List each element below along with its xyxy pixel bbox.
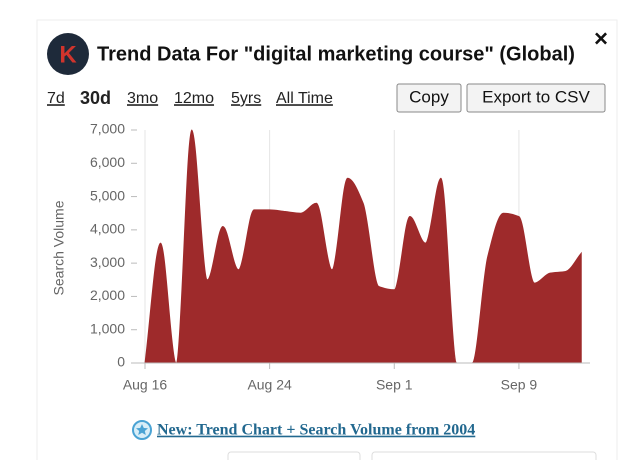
y-tick-label: 0 bbox=[117, 354, 125, 370]
tab[interactable]: 7d bbox=[47, 90, 65, 107]
copy-label[interactable]: Copy bbox=[409, 87, 449, 106]
y-tick-label: 2,000 bbox=[90, 287, 125, 303]
logo bbox=[47, 33, 89, 75]
tab[interactable]: 3mo bbox=[127, 90, 158, 107]
area bbox=[144, 129, 582, 364]
export-button[interactable] bbox=[466, 83, 606, 113]
bottom-box bbox=[227, 451, 361, 465]
x-tick-label: Sep 9 bbox=[501, 377, 538, 393]
x-tick-label: Sep 1 bbox=[376, 377, 413, 393]
tab[interactable]: 12mo bbox=[174, 90, 214, 107]
title: Trend Data For "digital marketing course… bbox=[97, 43, 575, 65]
star bbox=[136, 424, 148, 435]
y-tick-label: 1,000 bbox=[90, 320, 125, 336]
y-axis-title: Search Volume bbox=[51, 200, 67, 295]
y-tick-label: 6,000 bbox=[90, 154, 125, 170]
bottom-box bbox=[371, 451, 597, 465]
close-button[interactable]: × bbox=[594, 25, 608, 52]
tab[interactable]: All Time bbox=[276, 90, 333, 107]
footer-link[interactable]: New: Trend Chart + Search Volume from 20… bbox=[157, 422, 475, 439]
tab[interactable]: 5yrs bbox=[231, 90, 261, 107]
y-tick-label: 7,000 bbox=[90, 121, 125, 137]
y-tick-label: 3,000 bbox=[90, 254, 125, 270]
tabs: 7d 30d 3mo 12mo 5yrs All Time bbox=[47, 88, 333, 108]
logo-letter: K bbox=[59, 41, 77, 68]
y-tick-label: 5,000 bbox=[90, 187, 125, 203]
copy-button[interactable] bbox=[396, 83, 462, 113]
chart: 0 1,000 2,000 3,000 4,000 5,000 6,000 7,000 Aug … bbox=[90, 121, 590, 393]
export-label[interactable]: Export to CSV bbox=[482, 87, 590, 106]
tab[interactable]: 30d bbox=[80, 88, 111, 108]
x-tick-label: Aug 24 bbox=[247, 377, 292, 393]
y-tick-label: 4,000 bbox=[90, 221, 125, 237]
x-tick-label: Aug 16 bbox=[123, 377, 168, 393]
